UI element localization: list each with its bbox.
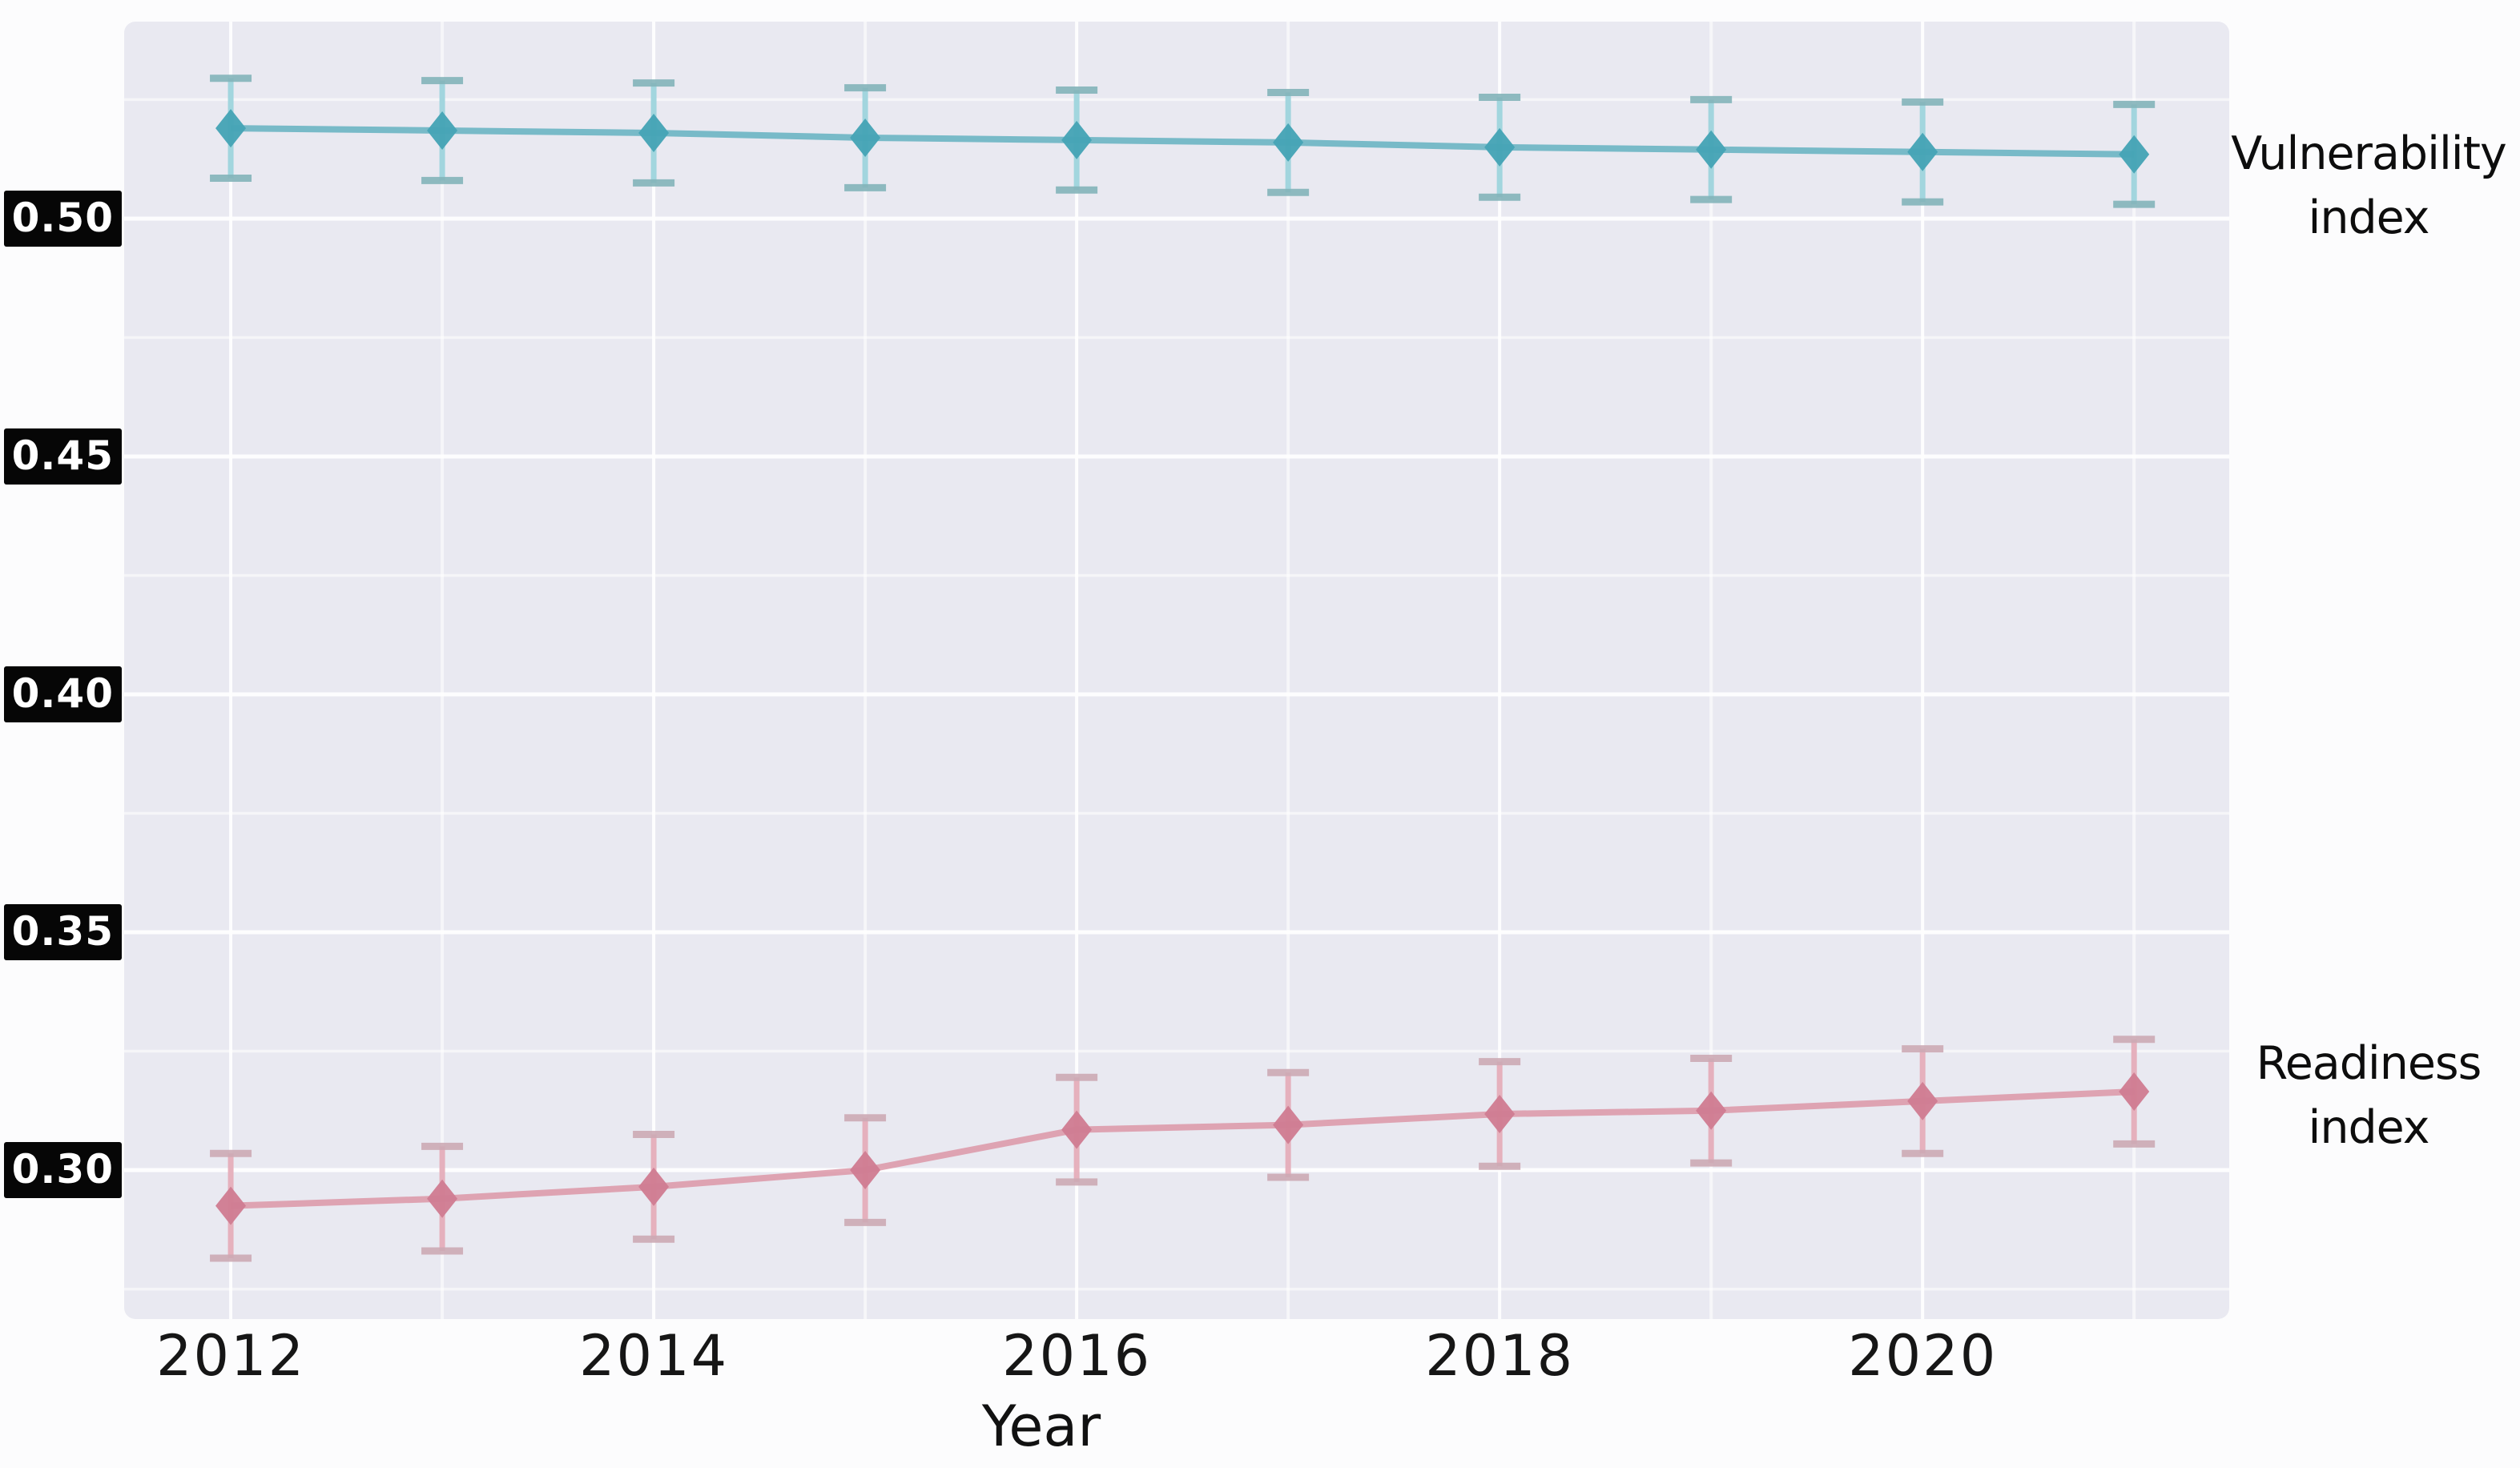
data-point-readiness-2014 xyxy=(638,1167,670,1206)
data-point-vulnerability-2020 xyxy=(1907,132,1938,171)
data-point-readiness-2019 xyxy=(1696,1091,1727,1130)
data-point-vulnerability-2013 xyxy=(427,111,458,151)
series-label-vulnerability-index: Vulnerability index xyxy=(2231,127,2506,244)
plot-area xyxy=(124,22,2229,1319)
series-line-readiness xyxy=(230,1088,2135,1209)
data-point-vulnerability-2018 xyxy=(1484,127,1516,167)
data-point-vulnerability-2016 xyxy=(1061,120,1093,159)
data-point-vulnerability-2015 xyxy=(850,118,881,157)
series-line-vulnerability xyxy=(231,125,2135,158)
data-point-readiness-2021 xyxy=(2119,1072,2150,1112)
data-point-vulnerability-2019 xyxy=(1696,130,1727,169)
data-point-readiness-2015 xyxy=(850,1151,881,1190)
x-tick-label: 2020 xyxy=(1848,1323,1998,1389)
x-tick-label: 2016 xyxy=(1002,1323,1152,1389)
data-point-vulnerability-2014 xyxy=(638,114,670,153)
data-point-readiness-2020 xyxy=(1907,1081,1938,1120)
x-tick-label: 2014 xyxy=(579,1323,729,1389)
data-point-readiness-2018 xyxy=(1484,1094,1516,1133)
x-axis-title: Year xyxy=(981,1394,1101,1459)
data-point-vulnerability-2017 xyxy=(1273,123,1304,162)
x-tick-label: 2012 xyxy=(155,1323,306,1389)
series-label-readiness-index: Readiness index xyxy=(2256,1037,2482,1154)
data-point-readiness-2017 xyxy=(1273,1105,1304,1144)
data-point-vulnerability-2021 xyxy=(2119,135,2150,174)
x-tick-label: 2018 xyxy=(1425,1323,1575,1389)
data-point-readiness-2016 xyxy=(1061,1110,1093,1149)
data-point-readiness-2012 xyxy=(215,1186,247,1225)
data-point-vulnerability-2012 xyxy=(215,109,247,148)
data-point-readiness-2013 xyxy=(427,1179,458,1218)
